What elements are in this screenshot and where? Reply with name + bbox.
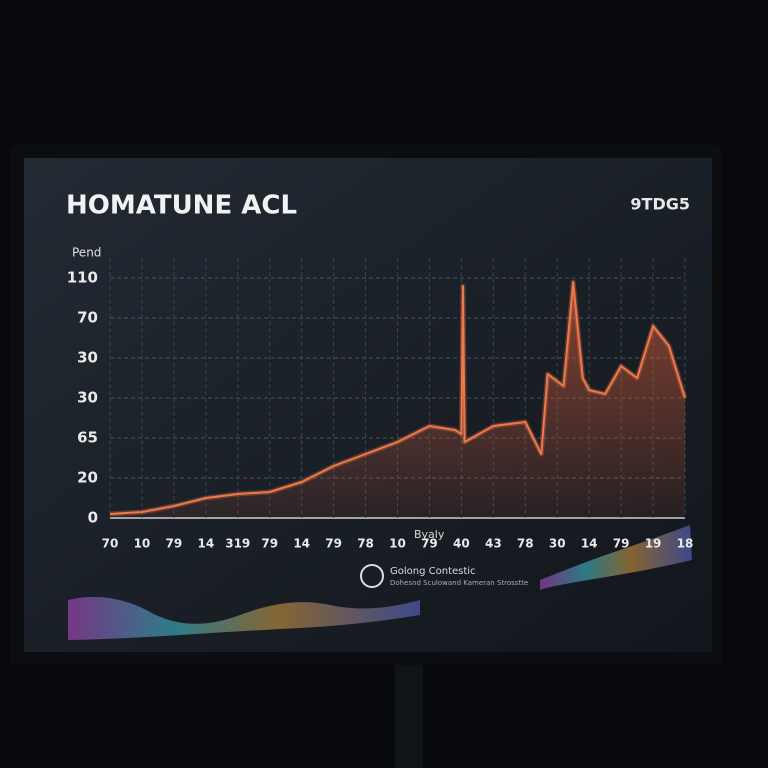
x-tick-label: 19 (645, 537, 662, 551)
x-axis-label: Byaly (414, 528, 445, 541)
x-tick-label: 10 (134, 537, 151, 551)
area (110, 282, 685, 518)
x-tick-label: 70 (102, 537, 119, 551)
footer-subtitle: Dohesnd Sculowand Kameran Strosstte (390, 579, 528, 587)
chart-title: HOMATUNE ACL (66, 191, 297, 221)
x-tick-label: 14 (581, 537, 598, 551)
x-tick-label: 30 (549, 537, 566, 551)
y-tick-label: 30 (77, 389, 98, 407)
plot: 0 20 65 30 30 70 110 70 10 79 14 319 79 14 79 78 10 79 40 4… (67, 258, 694, 551)
x-tick-label: 43 (485, 537, 502, 551)
x-tick-label: 18 (677, 537, 694, 551)
x-tick-label: 40 (453, 537, 470, 551)
x-tick-label: 79 (166, 537, 183, 551)
line (109, 281, 686, 515)
footer-title: Golong Contestic (390, 566, 476, 577)
footer-logo (360, 564, 384, 588)
x-tick-label: 319 (225, 537, 250, 551)
decor-art-right (540, 525, 692, 590)
y-tick-label: 20 (77, 469, 98, 487)
y-tick-label: 70 (77, 309, 98, 327)
x-tick-label: 10 (389, 537, 406, 551)
x-tick-label: 78 (357, 537, 374, 551)
badge: 9TDG5 (630, 195, 690, 214)
decor-art-left (68, 596, 420, 640)
x-tick-label: 79 (325, 537, 342, 551)
x-tick-label: 79 (421, 537, 438, 551)
y-axis-label: Pend (72, 246, 101, 260)
x-tick-label: 79 (261, 537, 278, 551)
y-tick-label: 30 (77, 349, 98, 367)
x-tick-label: 14 (293, 537, 310, 551)
y-tick-label: 65 (77, 429, 98, 447)
y-tick-label: 110 (67, 269, 98, 287)
x-tick-label: 78 (517, 537, 534, 551)
y-tick-label: 0 (88, 509, 98, 527)
x-tick-label: 14 (197, 537, 214, 551)
x-tick-label: 79 (613, 537, 630, 551)
